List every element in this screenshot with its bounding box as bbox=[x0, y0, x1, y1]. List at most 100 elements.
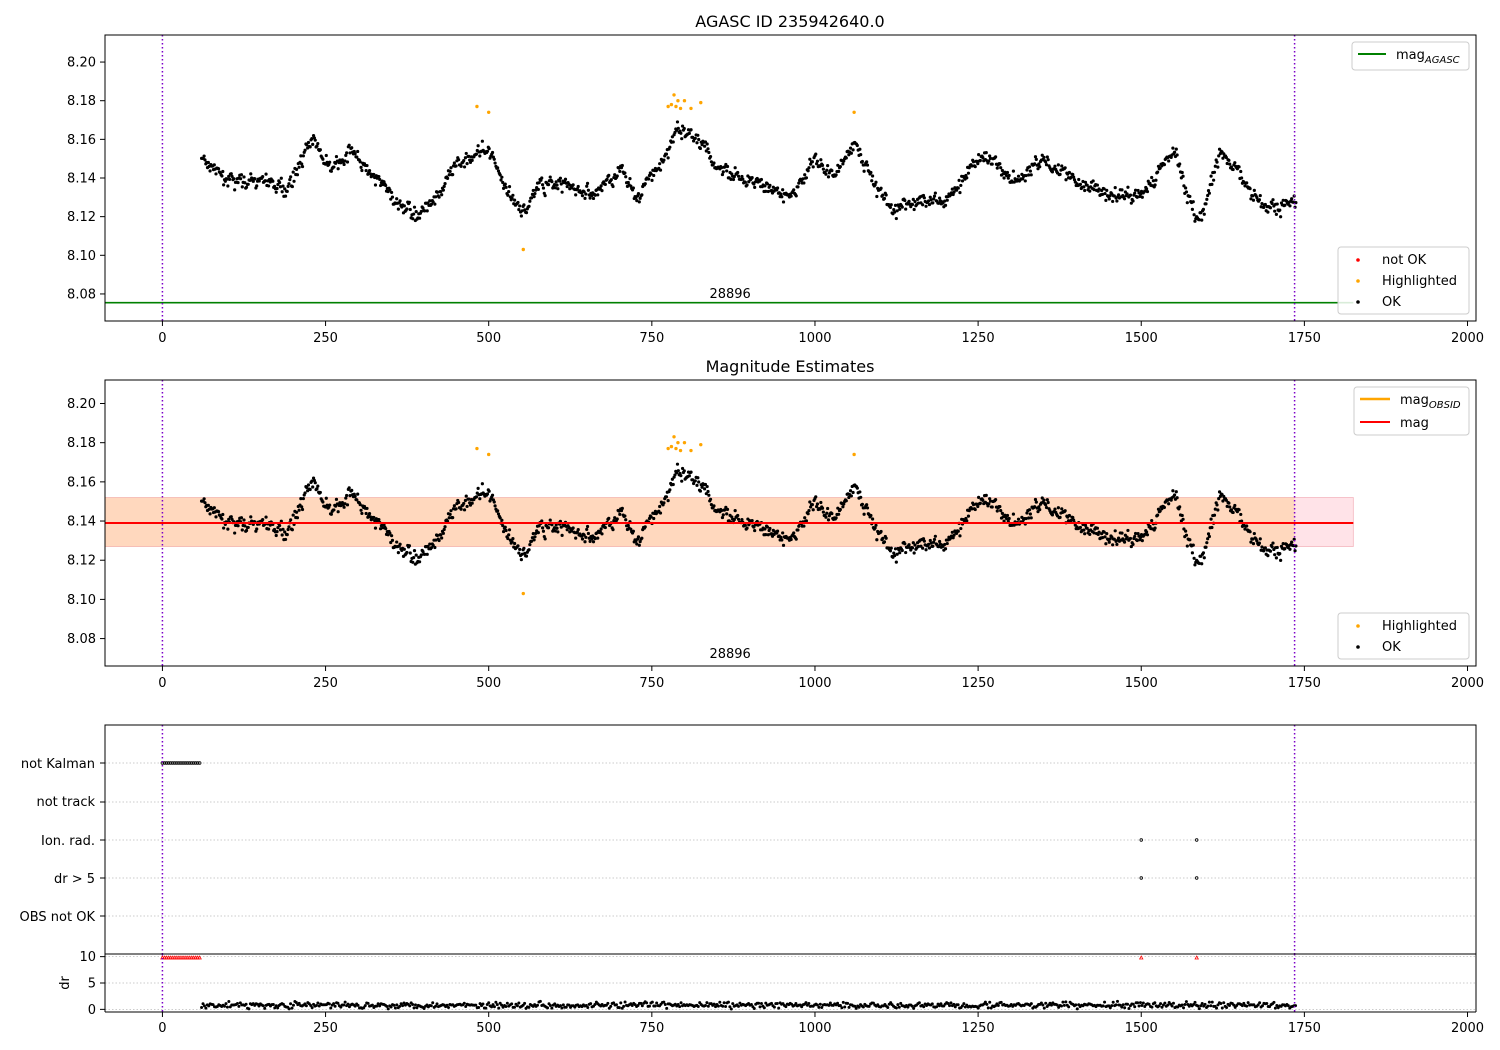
dr-point bbox=[1166, 1003, 1170, 1007]
y-tick-label: 8.16 bbox=[67, 475, 96, 490]
dr-point bbox=[207, 1004, 211, 1008]
ok-point bbox=[1063, 166, 1067, 170]
ok-point bbox=[1184, 529, 1188, 533]
ok-point bbox=[398, 542, 402, 546]
legend-highlighted-label: Highlighted bbox=[1382, 619, 1457, 634]
ok-point bbox=[1069, 175, 1073, 180]
dr-point bbox=[515, 1004, 519, 1008]
ok-point bbox=[658, 511, 663, 515]
panel-mag-estimates: Magnitude Estimates 28896 0 250 500 750 1000… bbox=[67, 357, 1484, 691]
ok-point bbox=[806, 169, 810, 173]
ok-point bbox=[1139, 535, 1143, 539]
dr-point bbox=[536, 1003, 540, 1007]
ok-point bbox=[695, 483, 699, 487]
ok-point bbox=[638, 196, 642, 200]
ok-point bbox=[884, 193, 888, 197]
ok-point bbox=[523, 208, 527, 212]
ok-point bbox=[423, 209, 427, 213]
dr-point bbox=[1242, 1001, 1246, 1005]
highlighted-point bbox=[672, 435, 676, 439]
ok-point bbox=[240, 528, 244, 532]
ok-point bbox=[860, 159, 865, 164]
highlighted-point bbox=[672, 93, 676, 97]
ok-point bbox=[1283, 547, 1287, 551]
ok-point bbox=[244, 528, 249, 533]
ok-point bbox=[1104, 542, 1108, 546]
ok-point bbox=[1206, 532, 1211, 536]
ok-point bbox=[565, 528, 569, 532]
ok-point bbox=[808, 157, 812, 161]
ok-point bbox=[596, 193, 600, 197]
ok-point bbox=[559, 525, 563, 529]
ok-point bbox=[1275, 545, 1279, 550]
ok-point bbox=[407, 200, 412, 204]
ok-point bbox=[781, 531, 785, 535]
ok-point bbox=[315, 144, 319, 148]
ok-point bbox=[1091, 179, 1095, 183]
dr-point bbox=[949, 1001, 953, 1005]
ok-point bbox=[929, 541, 933, 545]
x-tick-label: 1750 bbox=[1288, 1021, 1321, 1036]
ok-point bbox=[1158, 509, 1162, 513]
ok-point bbox=[623, 514, 627, 518]
ok-point bbox=[1064, 178, 1068, 182]
ok-point bbox=[879, 186, 883, 190]
y-tick-label: 8.10 bbox=[67, 593, 96, 608]
ok-point bbox=[680, 124, 685, 128]
ok-point bbox=[1290, 197, 1294, 201]
ok-point bbox=[1197, 561, 1201, 565]
dr-point bbox=[1258, 1001, 1262, 1005]
dr-point bbox=[244, 1002, 248, 1006]
flag-point bbox=[172, 761, 176, 765]
ok-point bbox=[278, 185, 283, 189]
ok-point bbox=[1092, 188, 1096, 192]
dr-point bbox=[712, 1002, 716, 1006]
ok-point bbox=[292, 179, 296, 183]
dr-point bbox=[757, 1001, 761, 1005]
y-tick-label: 8.10 bbox=[67, 249, 96, 264]
ok-point bbox=[1056, 506, 1060, 510]
ok-point bbox=[977, 153, 981, 157]
ok-point bbox=[671, 482, 675, 487]
ok-point bbox=[236, 524, 240, 528]
ok-point bbox=[451, 516, 455, 520]
dr-point bbox=[804, 1001, 808, 1005]
ok-point bbox=[1262, 549, 1266, 553]
panel-dr-points bbox=[160, 955, 1298, 1011]
ok-point bbox=[849, 151, 853, 155]
ok-point bbox=[819, 158, 823, 162]
legend-not-ok-label: not OK bbox=[1382, 253, 1427, 268]
ok-point bbox=[697, 480, 701, 484]
dr-point bbox=[665, 1006, 669, 1010]
ok-point bbox=[1033, 497, 1038, 502]
ok-point bbox=[1197, 218, 1201, 222]
ok-point bbox=[480, 139, 484, 143]
ok-point bbox=[600, 532, 604, 536]
ok-point bbox=[999, 509, 1003, 513]
ok-point bbox=[893, 553, 897, 558]
dr-point bbox=[1064, 1000, 1068, 1004]
ok-point bbox=[1000, 511, 1004, 516]
ok-point bbox=[1153, 526, 1157, 530]
ok-point bbox=[693, 479, 697, 483]
ok-point bbox=[510, 539, 514, 544]
dr-point bbox=[946, 1002, 950, 1006]
dr-point bbox=[606, 1001, 610, 1005]
ok-point bbox=[560, 190, 564, 194]
ok-point bbox=[909, 548, 913, 552]
ok-point bbox=[1027, 165, 1032, 169]
ok-point bbox=[1117, 536, 1121, 540]
ok-point bbox=[1136, 532, 1140, 536]
ok-point bbox=[203, 501, 207, 505]
ok-point bbox=[243, 524, 247, 528]
ok-point bbox=[343, 502, 347, 506]
ok-point bbox=[318, 148, 322, 152]
ok-point bbox=[1058, 515, 1062, 519]
ok-point bbox=[328, 160, 332, 164]
ok-point bbox=[1000, 168, 1004, 173]
ok-point bbox=[550, 180, 554, 184]
dr-point bbox=[223, 1004, 227, 1008]
x-tick-label: 750 bbox=[639, 676, 664, 691]
y-tick-label: 8.08 bbox=[67, 632, 96, 647]
ok-point bbox=[624, 518, 628, 522]
